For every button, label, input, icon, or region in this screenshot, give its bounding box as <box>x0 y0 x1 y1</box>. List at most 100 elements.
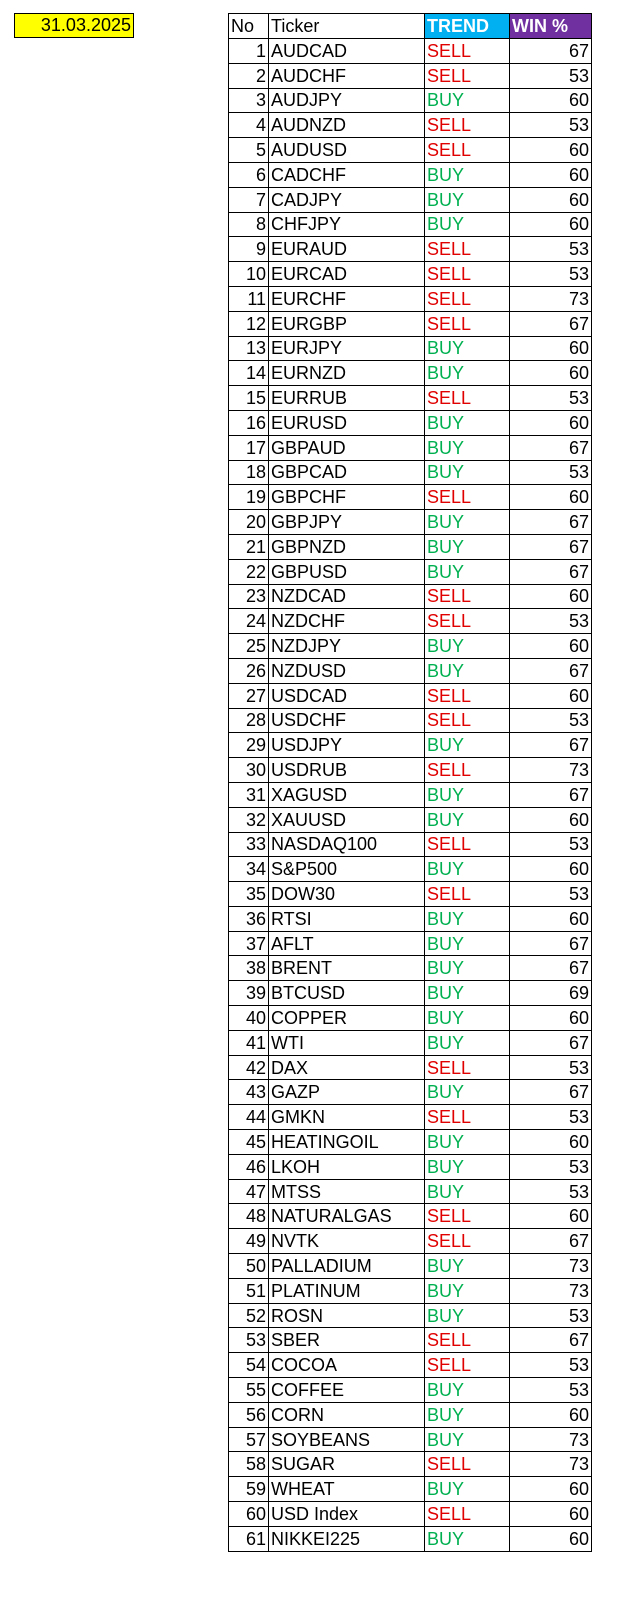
row-number: 14 <box>228 360 269 387</box>
win-rate: 67 <box>509 781 592 808</box>
row-number: 1 <box>228 38 269 64</box>
ticker: RTSI <box>268 905 425 932</box>
trend: SELL <box>424 285 510 312</box>
trend: BUY <box>424 558 510 585</box>
win-rate: 60 <box>509 633 592 659</box>
row-number: 40 <box>228 1005 269 1031</box>
row-number: 2 <box>228 62 269 89</box>
row-number: 54 <box>228 1352 269 1379</box>
trend: BUY <box>424 1525 510 1552</box>
win-rate: 67 <box>509 732 592 759</box>
row-number: 59 <box>228 1476 269 1503</box>
trend: BUY <box>424 856 510 883</box>
table-row: 48 NATURALGAS SELL 60 <box>228 1203 592 1230</box>
win-rate: 60 <box>509 1501 592 1527</box>
row-number: 22 <box>228 558 269 585</box>
win-rate: 53 <box>509 1178 592 1205</box>
ticker: CHFJPY <box>268 211 425 238</box>
row-number: 53 <box>228 1327 269 1354</box>
row-number: 20 <box>228 509 269 535</box>
win-rate: 60 <box>509 1129 592 1155</box>
win-rate: 53 <box>509 261 592 287</box>
win-rate: 60 <box>509 682 592 709</box>
ticker: GBPCAD <box>268 459 425 486</box>
trend: SELL <box>424 1054 510 1081</box>
table-row: 18 GBPCAD BUY 53 <box>228 459 592 486</box>
row-number: 28 <box>228 707 269 734</box>
trend: SELL <box>424 1451 510 1478</box>
header-cell: WIN % <box>509 13 592 39</box>
trend: BUY <box>424 781 510 808</box>
ticker: EURCAD <box>268 261 425 287</box>
trend: SELL <box>424 310 510 337</box>
ticker: EURCHF <box>268 285 425 312</box>
win-rate: 60 <box>509 211 592 238</box>
table-row: 23 NZDCAD SELL 60 <box>228 583 592 610</box>
win-rate: 73 <box>509 1451 592 1478</box>
trend: BUY <box>424 434 510 461</box>
table-row: 21 GBPNZD BUY 67 <box>228 533 592 560</box>
table-row: 7 CADJPY BUY 60 <box>228 186 592 213</box>
row-number: 17 <box>228 434 269 461</box>
table-row: 4 AUDNZD SELL 53 <box>228 112 592 139</box>
ticker: NZDCHF <box>268 608 425 635</box>
ticker: SBER <box>268 1327 425 1354</box>
trend: SELL <box>424 1203 510 1230</box>
win-rate: 67 <box>509 1327 592 1354</box>
ticker: ROSN <box>268 1302 425 1329</box>
trend: SELL <box>424 1501 510 1527</box>
trend: BUY <box>424 657 510 684</box>
table-row: 54 COCOA SELL 53 <box>228 1352 592 1379</box>
trend: BUY <box>424 1302 510 1329</box>
ticker: GMKN <box>268 1104 425 1131</box>
ticker: S&P500 <box>268 856 425 883</box>
win-rate: 73 <box>509 1426 592 1453</box>
trend: BUY <box>424 806 510 833</box>
table-row: 36 RTSI BUY 60 <box>228 905 592 932</box>
table-row: 61 NIKKEI225 BUY 60 <box>228 1525 592 1552</box>
table-row: 8 CHFJPY BUY 60 <box>228 211 592 238</box>
date-label: 31.03.2025 <box>14 13 134 38</box>
table-row: 22 GBPUSD BUY 67 <box>228 558 592 585</box>
ticker: PLATINUM <box>268 1277 425 1304</box>
win-rate: 67 <box>509 533 592 560</box>
trend: BUY <box>424 87 510 114</box>
trend: SELL <box>424 1104 510 1131</box>
ticker: NIKKEI225 <box>268 1525 425 1552</box>
row-number: 48 <box>228 1203 269 1230</box>
table-row: 31 XAGUSD BUY 67 <box>228 781 592 808</box>
win-rate: 53 <box>509 1153 592 1180</box>
ticker: GBPNZD <box>268 533 425 560</box>
ticker: WTI <box>268 1029 425 1056</box>
table-row: 39 BTCUSD BUY 69 <box>228 980 592 1007</box>
table-row: 10 EURCAD SELL 53 <box>228 261 592 287</box>
table-row: 46 LKOH BUY 53 <box>228 1153 592 1180</box>
ticker: AUDCHF <box>268 62 425 89</box>
row-number: 3 <box>228 87 269 114</box>
trend: BUY <box>424 1277 510 1304</box>
row-number: 5 <box>228 137 269 163</box>
trend: BUY <box>424 1401 510 1428</box>
table-row: 37 AFLT BUY 67 <box>228 930 592 957</box>
trend: SELL <box>424 261 510 287</box>
trend: BUY <box>424 186 510 213</box>
ticker: MTSS <box>268 1178 425 1205</box>
row-number: 35 <box>228 881 269 907</box>
trend: SELL <box>424 1228 510 1255</box>
row-number: 18 <box>228 459 269 486</box>
trend: SELL <box>424 484 510 511</box>
row-number: 9 <box>228 236 269 263</box>
win-rate: 73 <box>509 1277 592 1304</box>
row-number: 6 <box>228 161 269 188</box>
ticker: CADJPY <box>268 186 425 213</box>
trend: BUY <box>424 161 510 188</box>
trend: SELL <box>424 831 510 858</box>
ticker: EURAUD <box>268 236 425 263</box>
win-rate: 67 <box>509 657 592 684</box>
row-number: 43 <box>228 1079 269 1106</box>
row-number: 30 <box>228 757 269 783</box>
win-rate: 73 <box>509 757 592 783</box>
ticker: BRENT <box>268 955 425 982</box>
win-rate: 67 <box>509 1029 592 1056</box>
ticker: USDJPY <box>268 732 425 759</box>
